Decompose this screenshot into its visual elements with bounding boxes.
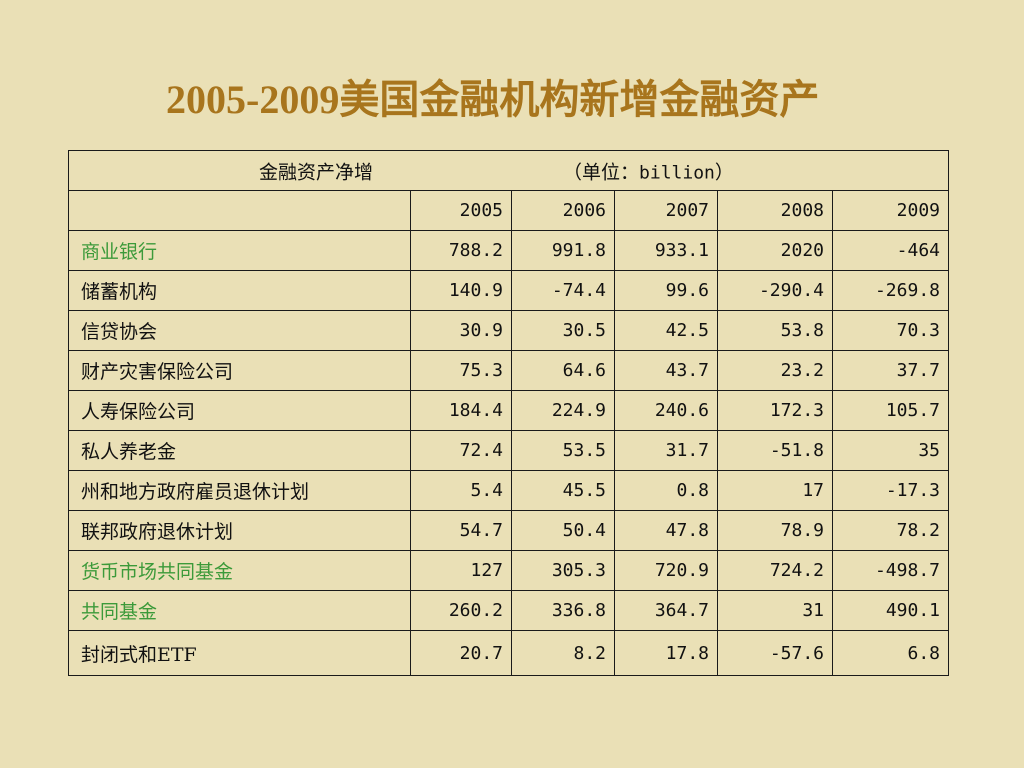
value-cell: 50.4	[511, 510, 615, 551]
value-cell: 72.4	[410, 430, 512, 471]
value-cell: 240.6	[614, 390, 718, 431]
table-row: 州和地方政府雇员退休计划 5.4 45.5 0.8 17 -17.3	[68, 470, 949, 511]
value-cell: 17.8	[614, 630, 718, 676]
value-cell: 2020	[717, 230, 833, 271]
table-row: 信贷协会 30.9 30.5 42.5 53.8 70.3	[68, 310, 949, 351]
table-row: 联邦政府退休计划 54.7 50.4 47.8 78.9 78.2	[68, 510, 949, 551]
value-cell: 53.5	[511, 430, 615, 471]
value-cell: 30.9	[410, 310, 512, 351]
year-header-blank	[68, 190, 411, 231]
value-cell: -57.6	[717, 630, 833, 676]
year-header-row: 2005 2006 2007 2008 2009	[68, 190, 949, 231]
table-row: 共同基金 260.2 336.8 364.7 31 490.1	[68, 590, 949, 631]
value-cell: 54.7	[410, 510, 512, 551]
financial-assets-table: 金融资产净增 （单位：billion） 2005 2006 2007 2008 …	[68, 150, 949, 676]
row-label: 储蓄机构	[68, 270, 411, 311]
row-label: 联邦政府退休计划	[68, 510, 411, 551]
table-row: 封闭式和ETF 20.7 8.2 17.8 -57.6 6.8	[68, 630, 949, 676]
value-cell: 224.9	[511, 390, 615, 431]
value-cell: 99.6	[614, 270, 718, 311]
value-cell: 184.4	[410, 390, 512, 431]
table-row: 财产灾害保险公司 75.3 64.6 43.7 23.2 37.7	[68, 350, 949, 391]
value-cell: 140.9	[410, 270, 512, 311]
row-label: 人寿保险公司	[68, 390, 411, 431]
table-row: 人寿保险公司 184.4 224.9 240.6 172.3 105.7	[68, 390, 949, 431]
value-cell: -51.8	[717, 430, 833, 471]
value-cell: 724.2	[717, 550, 833, 591]
value-cell: 364.7	[614, 590, 718, 631]
row-label: 州和地方政府雇员退休计划	[68, 470, 411, 511]
unit-suffix: ）	[714, 161, 734, 183]
value-cell: 42.5	[614, 310, 718, 351]
value-cell: -17.3	[832, 470, 949, 511]
value-cell: 172.3	[717, 390, 833, 431]
year-header-cell: 2008	[717, 190, 833, 231]
row-label: 货币市场共同基金	[68, 550, 411, 591]
value-cell: -74.4	[511, 270, 615, 311]
value-cell: 23.2	[717, 350, 833, 391]
value-cell: 43.7	[614, 350, 718, 391]
value-cell: 788.2	[410, 230, 512, 271]
table-row: 储蓄机构 140.9 -74.4 99.6 -290.4 -269.8	[68, 270, 949, 311]
value-cell: 991.8	[511, 230, 615, 271]
year-header-cell: 2005	[410, 190, 512, 231]
table-row: 私人养老金 72.4 53.5 31.7 -51.8 35	[68, 430, 949, 471]
value-cell: 47.8	[614, 510, 718, 551]
value-cell: 64.6	[511, 350, 615, 391]
table-row: 商业银行 788.2 991.8 933.1 2020 -464	[68, 230, 949, 271]
table-header-label: 金融资产净增	[259, 161, 374, 183]
year-header-cell: 2007	[614, 190, 718, 231]
value-cell: 78.9	[717, 510, 833, 551]
value-cell: 45.5	[511, 470, 615, 511]
year-header-cell: 2009	[832, 190, 949, 231]
value-cell: 6.8	[832, 630, 949, 676]
value-cell: 31	[717, 590, 833, 631]
unit-prefix: （单位：	[563, 161, 640, 183]
value-cell: 720.9	[614, 550, 718, 591]
row-label: 封闭式和ETF	[68, 630, 411, 676]
value-cell: 336.8	[511, 590, 615, 631]
year-header-cell: 2006	[511, 190, 615, 231]
value-cell: 17	[717, 470, 833, 511]
value-cell: 37.7	[832, 350, 949, 391]
table-row: 货币市场共同基金 127 305.3 720.9 724.2 -498.7	[68, 550, 949, 591]
value-cell: -498.7	[832, 550, 949, 591]
slide-title: 2005-2009美国金融机构新增金融资产	[166, 77, 820, 122]
value-cell: -269.8	[832, 270, 949, 311]
row-label: 财产灾害保险公司	[68, 350, 411, 391]
value-cell: 20.7	[410, 630, 512, 676]
row-label: 共同基金	[68, 590, 411, 631]
row-label: 商业银行	[68, 230, 411, 271]
value-cell: 35	[832, 430, 949, 471]
value-cell: -290.4	[717, 270, 833, 311]
value-cell: 933.1	[614, 230, 718, 271]
table-header-row: 金融资产净增 （单位：billion）	[68, 150, 949, 191]
value-cell: 78.2	[832, 510, 949, 551]
value-cell: 490.1	[832, 590, 949, 631]
row-label: 私人养老金	[68, 430, 411, 471]
value-cell: 70.3	[832, 310, 949, 351]
unit-label: （单位：billion）	[563, 157, 734, 184]
value-cell: 127	[410, 550, 512, 591]
value-cell: 31.7	[614, 430, 718, 471]
value-cell: 105.7	[832, 390, 949, 431]
value-cell: 75.3	[410, 350, 512, 391]
value-cell: 5.4	[410, 470, 512, 511]
value-cell: 0.8	[614, 470, 718, 511]
value-cell: 8.2	[511, 630, 615, 676]
value-cell: 260.2	[410, 590, 512, 631]
table-header-cell: 金融资产净增 （单位：billion）	[68, 150, 949, 191]
value-cell: 30.5	[511, 310, 615, 351]
unit-value: billion	[639, 162, 715, 183]
value-cell: 305.3	[511, 550, 615, 591]
value-cell: 53.8	[717, 310, 833, 351]
value-cell: -464	[832, 230, 949, 271]
row-label: 信贷协会	[68, 310, 411, 351]
